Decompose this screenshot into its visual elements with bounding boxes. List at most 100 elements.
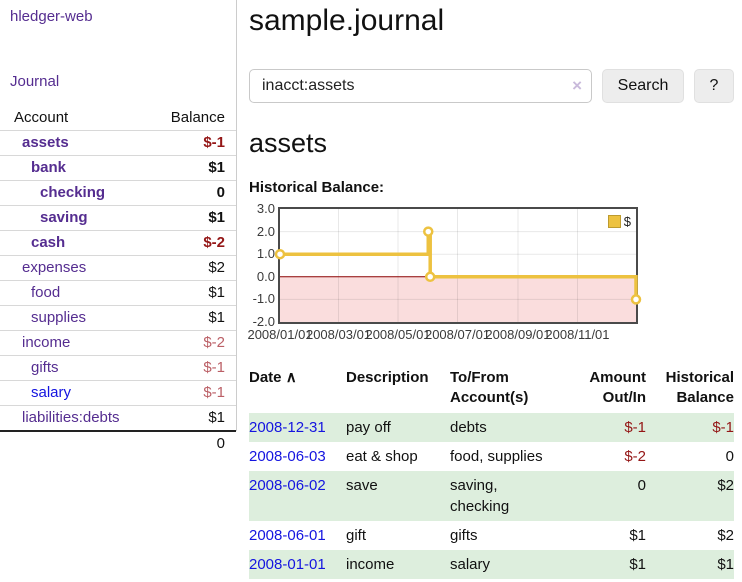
sidebar-item-journal[interactable]: Journal: [10, 73, 60, 90]
account-balance: $1: [157, 155, 236, 181]
account-link-expenses[interactable]: expenses: [22, 259, 87, 276]
sidebar: hledger-web Journal Account Balance asse…: [0, 0, 237, 456]
account-row: salary $-1: [0, 380, 236, 406]
account-row: expenses $2: [0, 255, 236, 281]
account-row: checking 0: [0, 180, 236, 206]
transaction-row: 2008-06-01 gift gifts $1 $2: [249, 521, 734, 550]
register-header-date[interactable]: Date ∧: [249, 369, 297, 386]
sort-ascending-icon: ∧: [285, 369, 297, 386]
transaction-row: 2008-06-03 eat & shop food, supplies $-2…: [249, 442, 734, 471]
legend-label: $: [623, 214, 631, 229]
accounts-table: Account Balance assets $-1 bank $1 check…: [0, 106, 236, 456]
register-header-description: Description: [346, 369, 429, 386]
transaction-balance: $1: [717, 556, 734, 573]
account-row: income $-2: [0, 330, 236, 356]
account-balance: $-1: [157, 130, 236, 156]
accounts-header-balance: Balance: [170, 109, 225, 126]
account-link-supplies[interactable]: supplies: [31, 309, 87, 326]
transaction-row: 2008-06-02 save saving, checking 0 $2: [249, 471, 734, 521]
account-link-bank[interactable]: bank: [31, 159, 67, 176]
transaction-date-link[interactable]: 2008-06-01: [249, 527, 326, 544]
account-balance: $1: [157, 205, 236, 231]
help-button[interactable]: ?: [694, 69, 734, 103]
y-axis-tick-label: 2.0: [256, 223, 275, 239]
y-axis-tick-label: 3.0: [256, 201, 275, 216]
account-row: bank $1: [0, 155, 236, 181]
transaction-accounts: food, supplies: [450, 448, 543, 465]
account-link-gifts[interactable]: gifts: [31, 359, 59, 376]
brand-link[interactable]: hledger-web: [10, 8, 93, 25]
account-link-liabilities-debts[interactable]: liabilities:debts: [22, 409, 120, 426]
transaction-amount: $-1: [624, 419, 646, 436]
transaction-balance: $2: [717, 527, 734, 544]
transaction-date-link[interactable]: 2008-06-03: [249, 448, 326, 465]
account-row: supplies $1: [0, 305, 236, 331]
y-axis-tick-label: -1.0: [252, 291, 275, 307]
account-row: saving $1: [0, 205, 236, 231]
x-axis-tick-label: 2008/11/01: [545, 327, 610, 342]
chart-title: Historical Balance:: [249, 179, 385, 196]
search-input[interactable]: [249, 69, 592, 103]
transaction-date-link[interactable]: 2008-06-02: [249, 477, 326, 494]
transaction-balance: $-1: [712, 419, 734, 436]
transaction-description: income: [346, 556, 395, 573]
account-link-saving[interactable]: saving: [40, 209, 88, 226]
account-balance: $2: [157, 255, 236, 281]
x-axis-tick-label: 2008/01/01: [247, 327, 313, 342]
account-balance: $1: [157, 405, 236, 431]
chart-plot-area: $: [274, 207, 642, 324]
chart-legend: $: [607, 214, 631, 229]
accounts-header-account: Account: [14, 109, 69, 126]
transaction-accounts: salary: [450, 556, 491, 573]
transaction-amount: $1: [629, 556, 646, 573]
transaction-description: gift: [346, 527, 367, 544]
page-title: sample.journal: [249, 4, 445, 37]
register-header-accounts: To/From Account(s): [450, 369, 529, 406]
transaction-description: pay off: [346, 419, 391, 436]
y-axis-tick-label: 0.0: [256, 268, 275, 284]
transaction-accounts: gifts: [450, 527, 478, 544]
transaction-amount: $1: [629, 527, 646, 544]
legend-swatch-icon: [607, 215, 621, 228]
account-link-checking[interactable]: checking: [40, 184, 106, 201]
account-balance: $-1: [157, 380, 236, 406]
account-link-food[interactable]: food: [31, 284, 61, 301]
search-form: × Search ?: [249, 69, 734, 103]
account-row: food $1: [0, 280, 236, 306]
y-axis-tick-label: 1.0: [256, 246, 275, 262]
transaction-accounts: debts: [450, 419, 487, 436]
transaction-row: 2008-12-31 pay off debts $-1 $-1: [249, 413, 734, 442]
account-link-cash[interactable]: cash: [31, 234, 66, 251]
transaction-accounts: saving, checking: [450, 477, 510, 515]
x-axis-tick-label: 2008/05/01: [365, 327, 431, 342]
transaction-date-link[interactable]: 2008-12-31: [249, 419, 326, 436]
account-link-assets[interactable]: assets: [22, 134, 69, 151]
account-row: assets $-1: [0, 130, 236, 156]
x-axis-tick-label: 2008/09/01: [485, 327, 551, 342]
register-header-amount: Amount Out/In: [589, 369, 646, 406]
transaction-date-link[interactable]: 2008-01-01: [249, 556, 326, 573]
account-row: cash $-2: [0, 230, 236, 256]
register-table: Date ∧ Description To/From Account(s) Am…: [249, 366, 734, 579]
account-link-salary[interactable]: salary: [31, 384, 72, 401]
accounts-header-row: Account Balance: [0, 106, 236, 131]
x-axis-tick-label: 2008/03/01: [305, 327, 372, 342]
register-header-row: Date ∧ Description To/From Account(s) Am…: [249, 366, 734, 413]
account-balance: $-2: [157, 330, 236, 356]
transaction-balance: $2: [717, 477, 734, 494]
transaction-row: 2008-01-01 income salary $1 $1: [249, 550, 734, 579]
account-balance: $1: [157, 305, 236, 331]
transaction-amount: $-2: [624, 448, 646, 465]
transaction-balance: 0: [725, 448, 734, 465]
account-link-income[interactable]: income: [22, 334, 71, 351]
clear-search-icon[interactable]: ×: [572, 76, 582, 95]
search-button[interactable]: Search: [602, 69, 684, 103]
transaction-description: save: [346, 477, 378, 494]
chart-canvas: [274, 209, 642, 322]
account-balance: $-2: [157, 230, 236, 256]
account-heading: assets: [249, 128, 328, 158]
account-balance: $-1: [157, 355, 236, 381]
register-header-balance: Historical Balance: [665, 369, 734, 406]
account-row: gifts $-1: [0, 355, 236, 381]
